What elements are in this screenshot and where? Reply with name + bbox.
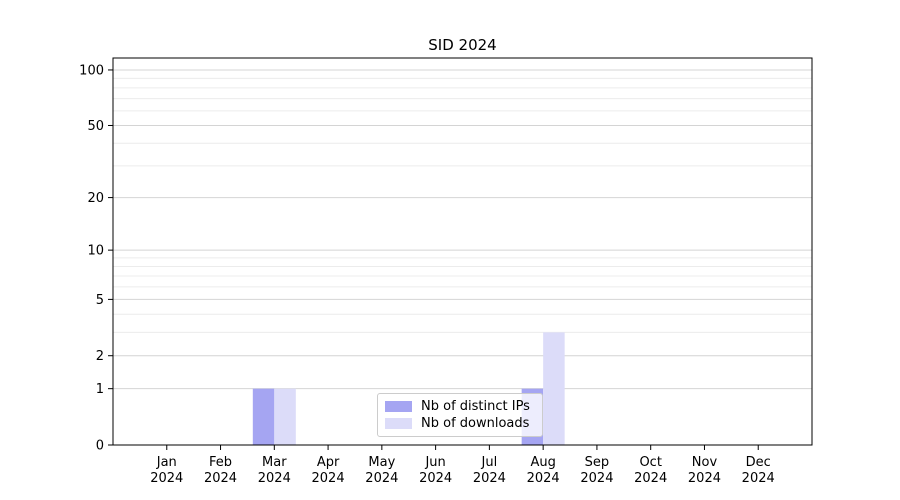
x-tick-label: Feb 2024 [204,455,237,486]
x-tick-label: Jul 2024 [473,455,506,486]
legend-item-distinct-ips: Nb of distinct IPs [385,398,534,415]
y-tick-label: 5 [96,293,104,308]
x-tick-label: Sep 2024 [580,455,613,486]
x-tick-label: May 2024 [365,455,398,486]
legend-label-downloads: Nb of downloads [421,416,530,431]
y-tick-label: 2 [96,349,104,364]
y-tick-label: 20 [87,191,104,206]
y-tick-label: 1 [96,382,104,397]
y-tick-label: 100 [79,63,104,78]
chart-title: SID 2024 [428,36,497,54]
y-tick-label: 10 [87,244,104,259]
y-tick-label: 50 [87,119,104,134]
legend-swatch-downloads [385,418,412,429]
legend-swatch-distinct-ips [385,401,412,412]
x-tick-label: Aug 2024 [527,455,560,486]
x-tick-label: Nov 2024 [688,455,721,486]
y-tick-label: 0 [96,439,104,454]
plot-frame [112,57,813,446]
legend-item-downloads: Nb of downloads [385,415,534,432]
x-tick-label: Apr 2024 [312,455,345,486]
bar-distinct-ips-mar-2024 [252,388,275,445]
x-tick-label: Oct 2024 [634,455,667,486]
x-tick-label: Jun 2024 [419,455,452,486]
bar-downloads-aug-2024 [543,332,565,445]
legend-label-distinct-ips: Nb of distinct IPs [421,399,530,414]
bar-downloads-mar-2024 [274,388,296,445]
legend: Nb of distinct IPs Nb of downloads [377,393,543,437]
x-tick-label: Dec 2024 [742,455,775,486]
x-tick-label: Jan 2024 [150,455,183,486]
x-tick-label: Mar 2024 [258,455,291,486]
